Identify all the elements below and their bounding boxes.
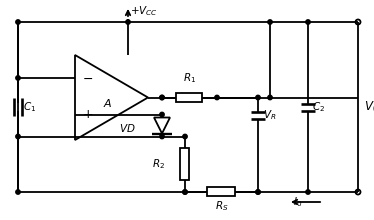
Circle shape bbox=[183, 134, 187, 139]
Circle shape bbox=[183, 190, 187, 194]
Circle shape bbox=[256, 190, 260, 194]
Text: $R_1$: $R_1$ bbox=[183, 71, 196, 84]
Circle shape bbox=[268, 20, 272, 24]
Text: $A$: $A$ bbox=[103, 97, 112, 108]
Circle shape bbox=[306, 20, 310, 24]
Text: $VD$: $VD$ bbox=[119, 121, 136, 134]
Text: $I_0$: $I_0$ bbox=[293, 195, 302, 209]
Circle shape bbox=[160, 95, 164, 100]
Circle shape bbox=[16, 20, 20, 24]
Circle shape bbox=[256, 190, 260, 194]
Text: $V_0$: $V_0$ bbox=[364, 99, 374, 115]
Text: $+V_{CC}$: $+V_{CC}$ bbox=[130, 4, 158, 18]
Circle shape bbox=[160, 134, 164, 139]
Text: $R_2$: $R_2$ bbox=[152, 157, 165, 171]
Text: $C_2$: $C_2$ bbox=[312, 100, 325, 114]
Circle shape bbox=[215, 95, 219, 100]
Circle shape bbox=[183, 190, 187, 194]
Circle shape bbox=[268, 95, 272, 100]
Circle shape bbox=[306, 190, 310, 194]
Circle shape bbox=[16, 76, 20, 80]
Circle shape bbox=[256, 95, 260, 100]
Circle shape bbox=[16, 134, 20, 139]
Text: $R_S$: $R_S$ bbox=[215, 199, 228, 213]
Bar bbox=[177, 93, 202, 102]
Text: $-$: $-$ bbox=[82, 72, 94, 84]
Bar bbox=[208, 187, 236, 196]
Circle shape bbox=[160, 95, 164, 100]
Text: $C_1$: $C_1$ bbox=[23, 100, 36, 114]
Circle shape bbox=[16, 190, 20, 194]
Bar bbox=[181, 148, 190, 180]
Circle shape bbox=[160, 112, 164, 117]
Text: $V_R$: $V_R$ bbox=[263, 109, 276, 122]
Text: $+$: $+$ bbox=[82, 108, 94, 121]
Circle shape bbox=[126, 20, 130, 24]
